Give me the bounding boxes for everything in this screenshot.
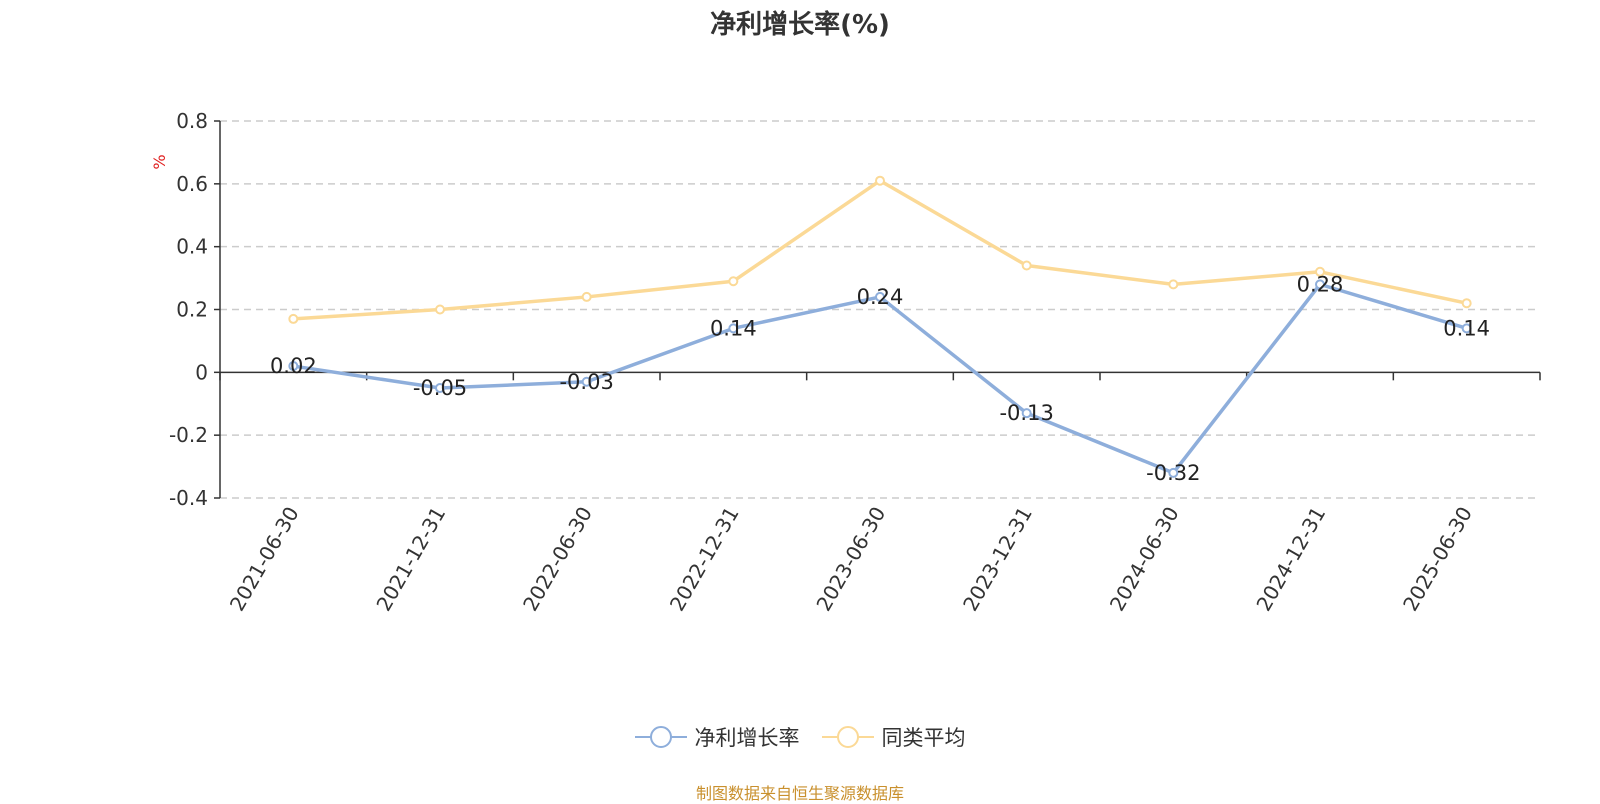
legend-label-series-1: 净利增长率 (694, 726, 800, 750)
data-label: 0.14 (1443, 316, 1490, 340)
axes: 0.8 0.6 0.4 0.2 0 -0.2 -0.4 2021-06-30 2021-12-3… (169, 109, 1541, 616)
y-tick-label: 0.4 (176, 235, 208, 259)
y-tick-label: 0 (195, 360, 208, 384)
data-point (1315, 279, 1325, 290)
series-lines (288, 175, 1472, 478)
y-axis-unit-label: % (150, 154, 169, 169)
x-tick-label: 2023-12-31 (958, 503, 1037, 616)
data-label: -0.03 (559, 370, 613, 394)
data-point (435, 383, 445, 394)
data-label: -0.32 (1146, 461, 1200, 485)
data-point (435, 304, 445, 315)
data-label: -0.13 (999, 401, 1053, 425)
data-point (581, 291, 592, 302)
legend-label-series-2: 同类平均 (881, 726, 966, 750)
data-labels: 0.02 -0.05 -0.03 0.14 0.24 -0.13 -0.32 0.28 0.14 (270, 272, 1490, 485)
x-tick-label: 2024-12-31 (1251, 503, 1330, 616)
data-label: 0.24 (857, 285, 904, 309)
y-tick-label: -0.2 (169, 423, 208, 447)
x-tick-label: 2025-06-30 (1398, 503, 1477, 616)
x-tick-label: 2023-06-30 (811, 503, 890, 616)
data-point (875, 175, 885, 186)
x-tick-label: 2022-06-30 (518, 503, 597, 616)
data-point (1461, 298, 1472, 309)
data-point (1168, 467, 1179, 478)
data-point (875, 291, 885, 302)
legend: 净利增长率 同类平均 (0, 722, 1600, 752)
data-point (728, 323, 739, 334)
legend-item-series-2[interactable]: 同类平均 (821, 722, 966, 752)
y-tick-label: 0.6 (176, 172, 208, 196)
y-tick-label: 0.2 (176, 298, 208, 322)
data-point (581, 376, 592, 387)
data-point (1021, 260, 1032, 271)
legend-item-series-1[interactable]: 净利增长率 (634, 722, 800, 752)
y-tick-label: 0.8 (176, 109, 208, 133)
data-point (1461, 323, 1472, 334)
data-point (288, 361, 299, 372)
x-tick-label: 2021-06-30 (225, 503, 304, 616)
data-point (1021, 408, 1032, 419)
legend-line-circle-icon (821, 726, 874, 748)
data-point (1168, 279, 1179, 290)
data-point (1315, 266, 1325, 277)
series-line-1 (293, 282, 1468, 475)
data-label: 0.28 (1297, 272, 1344, 296)
source-note: 制图数据来自恒生聚源数据库 (695, 784, 904, 803)
y-tick-label: -0.4 (169, 486, 208, 510)
data-label: 0.14 (710, 316, 757, 340)
data-point (288, 313, 299, 324)
data-label: 0.02 (270, 354, 317, 378)
x-tick-label: 2022-12-31 (665, 503, 744, 616)
legend-line-circle-icon (634, 726, 687, 748)
data-point (728, 276, 739, 287)
chart-title: 净利增长率(%) (710, 10, 890, 40)
x-tick-label: 2021-12-31 (371, 503, 450, 616)
x-tick-label: 2024-06-30 (1105, 503, 1184, 616)
data-label: -0.05 (413, 376, 467, 400)
